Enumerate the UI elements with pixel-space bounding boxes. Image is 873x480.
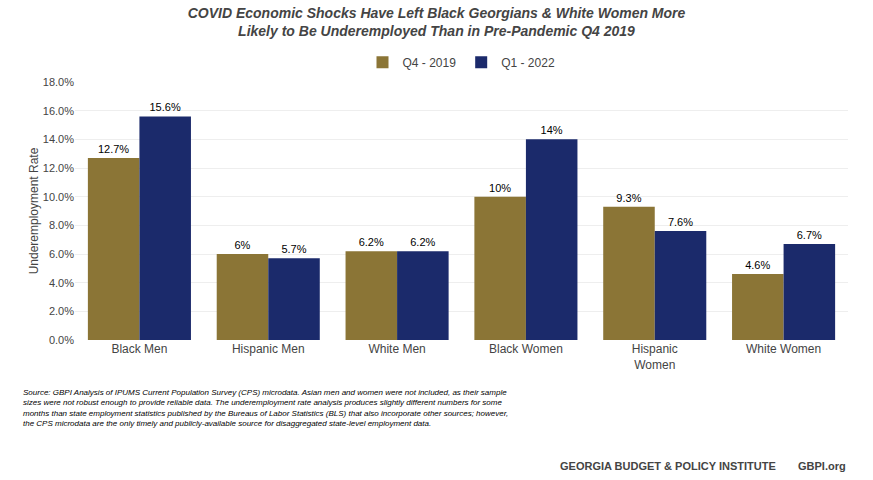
svg-text:14.0%: 14.0% [43,133,74,145]
svg-text:12.0%: 12.0% [43,162,74,174]
svg-text:Underemployment Rate: Underemployment Rate [27,147,41,274]
svg-text:2.0%: 2.0% [49,305,74,317]
svg-text:10.0%: 10.0% [43,191,74,203]
svg-text:15.6%: 15.6% [149,101,180,113]
svg-text:4.6%: 4.6% [745,259,770,271]
svg-text:6.2%: 6.2% [410,236,435,248]
svg-text:HispanicWomen: HispanicWomen [632,342,678,372]
svg-text:White Men: White Men [368,342,425,356]
svg-text:GBPI.org: GBPI.org [798,460,846,472]
svg-text:7.6%: 7.6% [668,216,693,228]
svg-text:10%: 10% [489,182,511,194]
svg-text:5.7%: 5.7% [281,243,306,255]
svg-text:Hispanic Men: Hispanic Men [232,342,305,356]
svg-text:6%: 6% [234,239,250,251]
svg-text:Black Women: Black Women [489,342,563,356]
svg-text:GEORGIA BUDGET & POLICY INSTIT: GEORGIA BUDGET & POLICY INSTITUTE [560,460,776,472]
svg-text:4.0%: 4.0% [49,277,74,289]
svg-text:Q4 - 2019: Q4 - 2019 [403,56,457,70]
svg-text:8.0%: 8.0% [49,219,74,231]
svg-text:14%: 14% [541,124,563,136]
svg-text:Q1 - 2022: Q1 - 2022 [501,56,555,70]
svg-text:COVID Economic Shocks Have Lef: COVID Economic Shocks Have Left Black Ge… [188,5,686,39]
svg-text:Black Men: Black Men [111,342,167,356]
svg-text:6.7%: 6.7% [797,229,822,241]
svg-text:6.0%: 6.0% [49,248,74,260]
svg-text:16.0%: 16.0% [43,105,74,117]
svg-text:6.2%: 6.2% [359,236,384,248]
svg-text:White Women: White Women [746,342,821,356]
svg-text:0.0%: 0.0% [49,334,74,346]
svg-text:9.3%: 9.3% [616,192,641,204]
svg-text:12.7%: 12.7% [98,143,129,155]
svg-text:18.0%: 18.0% [43,76,74,88]
svg-text:Source: GBPI Analysis of IPUMS: Source: GBPI Analysis of IPUMS Current P… [23,388,508,428]
